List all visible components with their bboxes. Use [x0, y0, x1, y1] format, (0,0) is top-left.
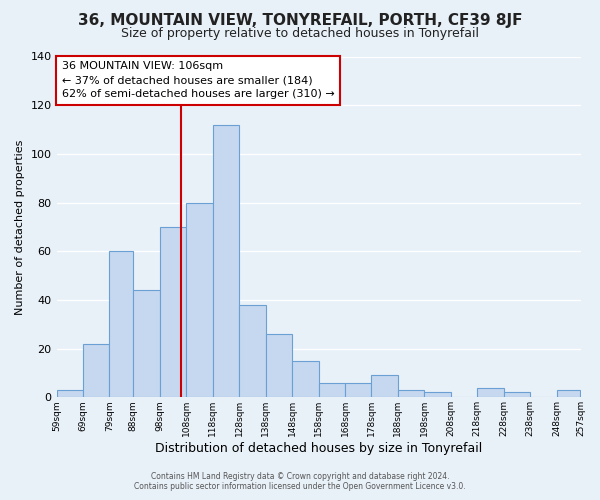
Bar [398, 390, 424, 398]
Bar [371, 376, 398, 398]
Bar [557, 390, 580, 398]
Bar [319, 382, 345, 398]
Text: 36, MOUNTAIN VIEW, TONYREFAIL, PORTH, CF39 8JF: 36, MOUNTAIN VIEW, TONYREFAIL, PORTH, CF… [78, 12, 522, 28]
Bar [424, 392, 451, 398]
Y-axis label: Number of detached properties: Number of detached properties [15, 139, 25, 314]
Bar [292, 361, 319, 398]
Bar [109, 251, 133, 398]
Text: 36 MOUNTAIN VIEW: 106sqm
← 37% of detached houses are smaller (184)
62% of semi-: 36 MOUNTAIN VIEW: 106sqm ← 37% of detach… [62, 62, 335, 100]
Bar [504, 392, 530, 398]
Bar [212, 124, 239, 398]
Bar [133, 290, 160, 398]
Bar [477, 388, 504, 398]
Bar [56, 390, 83, 398]
Bar [186, 202, 212, 398]
Bar [160, 227, 186, 398]
Bar [83, 344, 109, 398]
Bar [266, 334, 292, 398]
Bar [239, 305, 266, 398]
Bar [345, 382, 371, 398]
Text: Size of property relative to detached houses in Tonyrefail: Size of property relative to detached ho… [121, 28, 479, 40]
X-axis label: Distribution of detached houses by size in Tonyrefail: Distribution of detached houses by size … [155, 442, 482, 455]
Text: Contains HM Land Registry data © Crown copyright and database right 2024.
Contai: Contains HM Land Registry data © Crown c… [134, 472, 466, 491]
